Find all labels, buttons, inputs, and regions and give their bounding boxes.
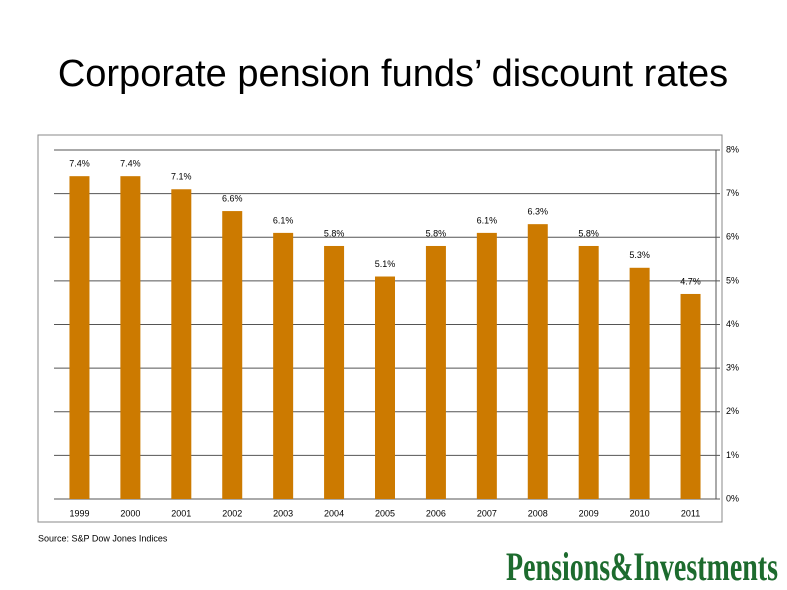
bar bbox=[375, 276, 395, 499]
y-tick-label: 7% bbox=[726, 188, 739, 198]
data-label: 5.1% bbox=[375, 259, 396, 269]
data-label: 6.3% bbox=[528, 207, 549, 217]
data-label: 5.3% bbox=[629, 250, 650, 260]
x-tick-label: 2008 bbox=[528, 508, 548, 518]
x-tick-label: 1999 bbox=[69, 508, 89, 518]
y-tick-label: 3% bbox=[726, 363, 739, 373]
bar bbox=[527, 224, 548, 499]
x-tick-label: 2011 bbox=[681, 508, 700, 518]
data-label: 4.7% bbox=[680, 276, 701, 286]
bar bbox=[476, 232, 497, 499]
data-label: 5.8% bbox=[578, 228, 599, 238]
bar bbox=[222, 211, 243, 499]
source-note: Source: S&P Dow Jones Indices bbox=[38, 533, 168, 543]
data-label: 6.1% bbox=[273, 215, 294, 225]
bar bbox=[578, 245, 599, 499]
x-tick-label: 2004 bbox=[324, 508, 344, 518]
data-label: 5.8% bbox=[324, 228, 345, 238]
y-tick-label: 4% bbox=[726, 319, 739, 329]
bar bbox=[629, 267, 650, 499]
data-label: 7.4% bbox=[69, 159, 90, 169]
y-tick-label: 2% bbox=[726, 406, 739, 416]
x-tick-label: 2003 bbox=[273, 508, 293, 518]
y-tick-label: 0% bbox=[726, 493, 739, 503]
x-tick-label: 2002 bbox=[222, 508, 242, 518]
x-tick-label: 2005 bbox=[375, 508, 395, 518]
data-label: 6.6% bbox=[222, 193, 243, 203]
y-tick-label: 8% bbox=[726, 144, 739, 154]
bar bbox=[120, 176, 141, 500]
data-label: 7.1% bbox=[171, 172, 192, 182]
data-label: 7.4% bbox=[120, 159, 141, 169]
bar bbox=[171, 189, 192, 499]
bar bbox=[324, 245, 345, 499]
y-tick-label: 5% bbox=[726, 275, 739, 285]
bar bbox=[273, 232, 294, 499]
x-tick-label: 2009 bbox=[579, 508, 599, 518]
x-tick-label: 2006 bbox=[426, 508, 446, 518]
bar bbox=[69, 176, 90, 500]
data-label: 5.8% bbox=[426, 228, 447, 238]
x-tick-label: 2007 bbox=[477, 508, 497, 518]
bar bbox=[680, 293, 701, 499]
x-tick-label: 2000 bbox=[120, 508, 140, 518]
y-tick-label: 1% bbox=[726, 450, 739, 460]
y-tick-label: 6% bbox=[726, 232, 739, 242]
bar bbox=[425, 245, 446, 499]
slide-title: Corporate pension funds’ discount rates bbox=[58, 53, 728, 95]
x-tick-label: 2010 bbox=[630, 508, 650, 518]
data-label: 6.1% bbox=[477, 215, 498, 225]
logo: Pensions&Investments bbox=[506, 544, 778, 589]
x-tick-label: 2001 bbox=[171, 508, 191, 518]
